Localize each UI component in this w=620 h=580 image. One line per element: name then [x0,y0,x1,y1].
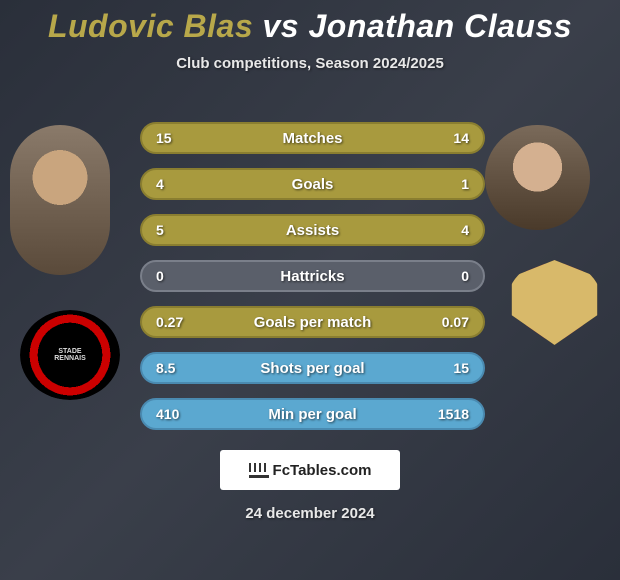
stat-row: 0.27 Goals per match 0.07 [140,306,485,338]
stat-label: Assists [286,222,339,239]
stat-row: 8.5 Shots per goal 15 [140,352,485,384]
stat-value-right: 14 [453,130,469,146]
stat-value-left: 15 [156,130,172,146]
club2-crest [507,260,602,345]
stat-value-right: 0 [461,268,469,284]
player1-avatar [10,125,110,275]
stat-value-right: 0.07 [442,314,469,330]
site-name: FcTables.com [273,462,372,479]
stat-value-left: 5 [156,222,164,238]
player1-name: Ludovic Blas [48,8,253,44]
stat-label: Goals [292,176,334,193]
player-photo-placeholder [485,125,590,230]
stat-value-left: 4 [156,176,164,192]
comparison-title: Ludovic Blas vs Jonathan Clauss [0,0,620,45]
footer-date: 24 december 2024 [245,505,374,522]
site-logo: FcTables.com [220,450,400,490]
stat-row: 0 Hattricks 0 [140,260,485,292]
stat-value-left: 0.27 [156,314,183,330]
stat-value-right: 15 [453,360,469,376]
stats-table: 15Matches144Goals15Assists40Hattricks00.… [140,122,485,444]
stat-value-left: 410 [156,406,179,422]
stat-value-left: 0 [156,268,164,284]
stade-rennais-icon: STADERENNAIS [20,310,120,400]
stat-label: Goals per match [254,314,372,331]
player2-name: Jonathan Clauss [308,8,572,44]
ogc-nice-icon [507,260,602,345]
player-photo-placeholder [10,125,110,275]
stat-value-left: 8.5 [156,360,175,376]
stat-value-right: 4 [461,222,469,238]
stat-value-right: 1 [461,176,469,192]
stat-row: 15 Matches 14 [140,122,485,154]
stat-value-right: 1518 [438,406,469,422]
stat-row: 5 Assists 4 [140,214,485,246]
stat-label: Hattricks [280,268,344,285]
stat-row: 410 Min per goal 1518 [140,398,485,430]
chart-icon [249,463,269,478]
stat-row: 4 Goals 1 [140,168,485,200]
vs-separator: vs [263,8,300,44]
subtitle: Club competitions, Season 2024/2025 [0,55,620,72]
player2-avatar [485,125,590,230]
club1-crest: STADERENNAIS [20,310,120,400]
stat-label: Shots per goal [260,360,364,377]
stat-label: Matches [282,130,342,147]
stat-label: Min per goal [268,406,356,423]
